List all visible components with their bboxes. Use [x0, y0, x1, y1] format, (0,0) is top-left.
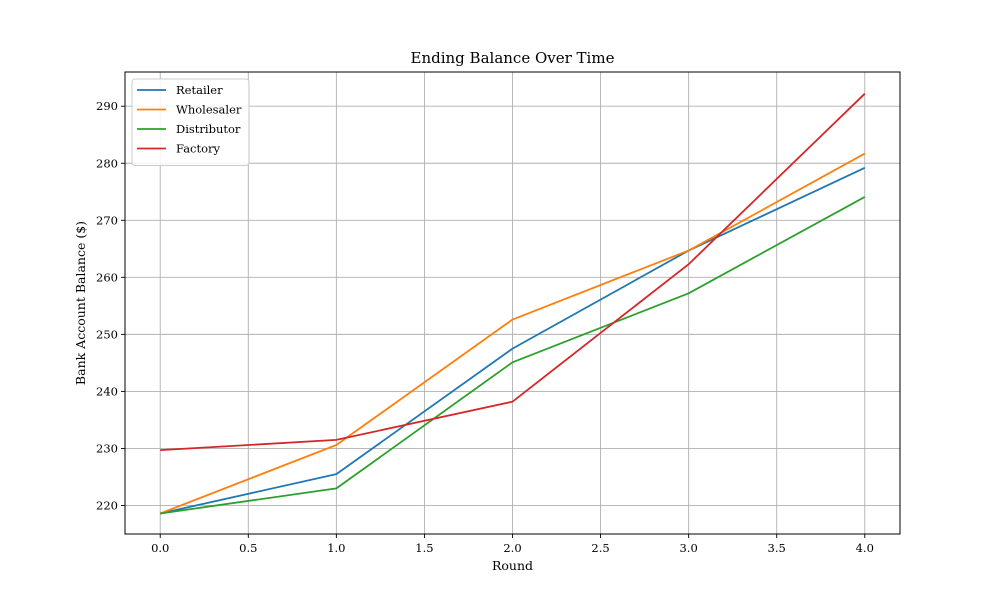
- x-tick-label: 3.0: [679, 541, 697, 555]
- y-tick-label: 280: [96, 156, 118, 170]
- legend-label-wholesaler: Wholesaler: [176, 103, 242, 117]
- series-line-retailer: [160, 167, 866, 515]
- y-tick-label: 260: [96, 270, 118, 284]
- x-tick-label: 2.0: [503, 541, 521, 555]
- x-tick-label: 1.5: [415, 541, 433, 555]
- legend-label-distributor: Distributor: [176, 122, 241, 136]
- legend-label-retailer: Retailer: [176, 83, 223, 97]
- series-line-distributor: [160, 196, 866, 515]
- y-tick-label: 240: [96, 384, 118, 398]
- legend-label-factory: Factory: [176, 142, 221, 156]
- x-tick-label: 4.0: [856, 541, 874, 555]
- y-tick-label: 230: [96, 441, 118, 455]
- grid-layer: [125, 72, 900, 534]
- tick-layer: 0.0 0.5 1.0 1.5 2.0 2.5 3.0 3.5 4.0 220 230 240 250 2…: [96, 99, 874, 555]
- x-tick-label: 0.0: [151, 541, 169, 555]
- legend-box: [131, 78, 250, 166]
- series-line-wholesaler: [159, 152, 866, 515]
- x-axis-label: Round: [492, 558, 533, 573]
- y-tick-label: 250: [96, 327, 118, 341]
- y-tick-label: 270: [96, 213, 118, 227]
- x-tick-label: 0.5: [239, 541, 257, 555]
- x-tick-label: 2.5: [591, 541, 609, 555]
- chart-title: Ending Balance Over Time: [411, 49, 615, 67]
- y-tick-label: 220: [96, 498, 118, 512]
- x-tick-label: 3.5: [768, 541, 786, 555]
- series-line-factory: [160, 93, 866, 452]
- y-tick-label: 290: [96, 99, 118, 113]
- series-layer: [159, 93, 866, 515]
- legend: Retailer Wholesaler Distributor Factory: [131, 78, 250, 166]
- y-axis-label: Bank Account Balance ($): [73, 221, 88, 385]
- x-tick-label: 1.0: [327, 541, 345, 555]
